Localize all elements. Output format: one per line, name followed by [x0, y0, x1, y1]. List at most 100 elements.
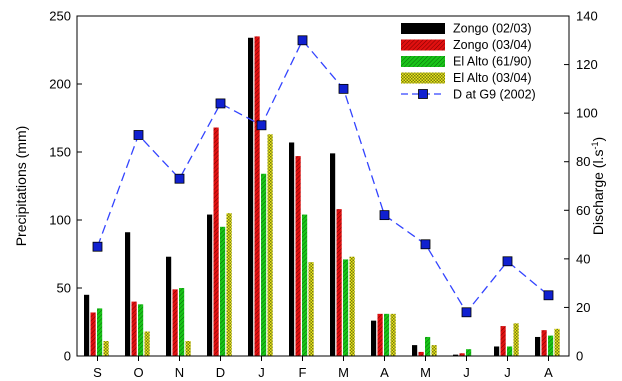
- discharge-point-10: [461, 307, 472, 318]
- x-tick-label: F: [299, 365, 307, 380]
- bar-1-6: [289, 142, 295, 356]
- right-tick-label: 0: [576, 349, 583, 364]
- x-tick-label: D: [216, 365, 225, 380]
- bar-2-5: [254, 36, 260, 357]
- left-tick-label: 0: [64, 349, 71, 364]
- bar-2-7: [336, 209, 342, 356]
- legend-label-1: Zongo (02/03): [453, 22, 532, 36]
- x-tick-label: J: [258, 365, 265, 380]
- bar-2-3: [172, 289, 178, 356]
- discharge-point-11: [502, 256, 513, 267]
- x-tick-label: A: [544, 365, 553, 380]
- discharge-point-6: [297, 35, 308, 46]
- bar-1-1: [84, 294, 90, 356]
- bar-3-11: [507, 346, 513, 356]
- bar-3-5: [261, 173, 267, 356]
- bar-1-7: [330, 153, 336, 356]
- bar-3-3: [179, 288, 185, 356]
- bar-1-2: [125, 232, 131, 356]
- bar-3-4: [220, 226, 226, 356]
- bar-1-10: [453, 354, 459, 356]
- legend: Zongo (02/03) Zongo (03/04) El Alto (61/90…: [401, 22, 536, 102]
- bar-4-6: [308, 262, 314, 356]
- discharge-point-2: [133, 130, 144, 140]
- bar-4-4: [226, 213, 232, 356]
- legend-swatch-4: [401, 72, 445, 84]
- left-tick-label: 250: [49, 9, 71, 24]
- right-tick-label: 120: [576, 57, 598, 72]
- discharge-point-12: [543, 290, 554, 301]
- right-axis: 0 20 40 60 80 100 120 140: [564, 9, 598, 364]
- legend-swatch-3: [401, 56, 445, 67]
- x-tick-label: J: [463, 365, 470, 380]
- discharge-point-4: [215, 98, 226, 109]
- bar-3-7: [343, 259, 349, 356]
- bar-2-1: [90, 312, 96, 356]
- x-tick-label: O: [133, 365, 143, 380]
- bar-3-2: [138, 304, 144, 356]
- x-tick-label: N: [175, 365, 184, 380]
- right-tick-label: 40: [576, 251, 590, 266]
- bar-3-6: [302, 214, 308, 356]
- bar-2-9: [418, 351, 424, 356]
- bar-4-8: [390, 313, 396, 356]
- bar-1-11: [494, 346, 500, 356]
- left-tick-label: 150: [49, 145, 71, 160]
- legend-marker: [418, 89, 428, 99]
- bar-3-1: [97, 308, 103, 356]
- discharge-point-7: [338, 83, 349, 94]
- bar-4-11: [513, 323, 519, 356]
- bar-4-7: [349, 256, 355, 356]
- discharge-point-1: [92, 241, 103, 252]
- bar-4-5: [267, 134, 273, 356]
- bar-3-8: [384, 313, 390, 356]
- x-tick-label: A: [380, 365, 389, 380]
- bar-2-6: [295, 156, 301, 356]
- bar-1-5: [248, 37, 254, 356]
- discharge-line-layer: [92, 35, 554, 318]
- bar-2-10: [459, 353, 465, 356]
- right-tick-label: 20: [576, 300, 590, 315]
- bar-4-3: [185, 341, 191, 356]
- legend-label-4: El Alto (03/04): [453, 71, 532, 85]
- bar-4-2: [144, 331, 150, 356]
- legend-label-3: El Alto (61/90): [453, 55, 532, 69]
- left-axis: 0 50 100 150 200 250: [49, 9, 82, 364]
- bar-layer: [84, 36, 560, 357]
- discharge-point-3: [174, 173, 185, 184]
- right-tick-label: 80: [576, 154, 590, 169]
- bar-3-12: [548, 335, 554, 356]
- bar-1-8: [371, 320, 377, 356]
- legend-label-5: D at G9 (2002): [453, 88, 536, 102]
- bar-1-12: [535, 336, 541, 356]
- bar-2-8: [377, 313, 383, 356]
- plot-frame: [76, 15, 570, 357]
- left-tick-label: 200: [49, 77, 71, 92]
- bar-2-11: [500, 326, 506, 356]
- discharge-point-5: [256, 120, 267, 131]
- right-tick-label: 140: [576, 9, 598, 24]
- x-tick-label: S: [93, 365, 102, 380]
- bar-2-12: [541, 330, 547, 356]
- legend-swatch-2: [401, 39, 445, 51]
- y-axis-title: Precipitations (mm): [13, 126, 29, 247]
- right-tick-label: 100: [576, 106, 598, 121]
- legend-label-2: Zongo (03/04): [453, 38, 532, 52]
- bar-2-4: [213, 127, 219, 357]
- x-tick-label: J: [504, 365, 511, 380]
- bar-1-9: [412, 345, 418, 356]
- bar-4-1: [103, 341, 109, 356]
- left-tick-label: 100: [49, 213, 71, 228]
- y2-axis-title-main: Discharge (l.s: [590, 150, 606, 236]
- x-tick-label: M: [420, 365, 431, 380]
- right-tick-label: 60: [576, 203, 590, 218]
- left-tick-label: 50: [57, 281, 71, 296]
- bar-4-9: [431, 345, 437, 356]
- discharge-point-8: [379, 210, 390, 221]
- legend-swatch-1: [401, 23, 445, 34]
- bar-3-10: [466, 349, 472, 356]
- y2-axis-title-end: ): [590, 137, 606, 142]
- bar-2-2: [131, 301, 137, 356]
